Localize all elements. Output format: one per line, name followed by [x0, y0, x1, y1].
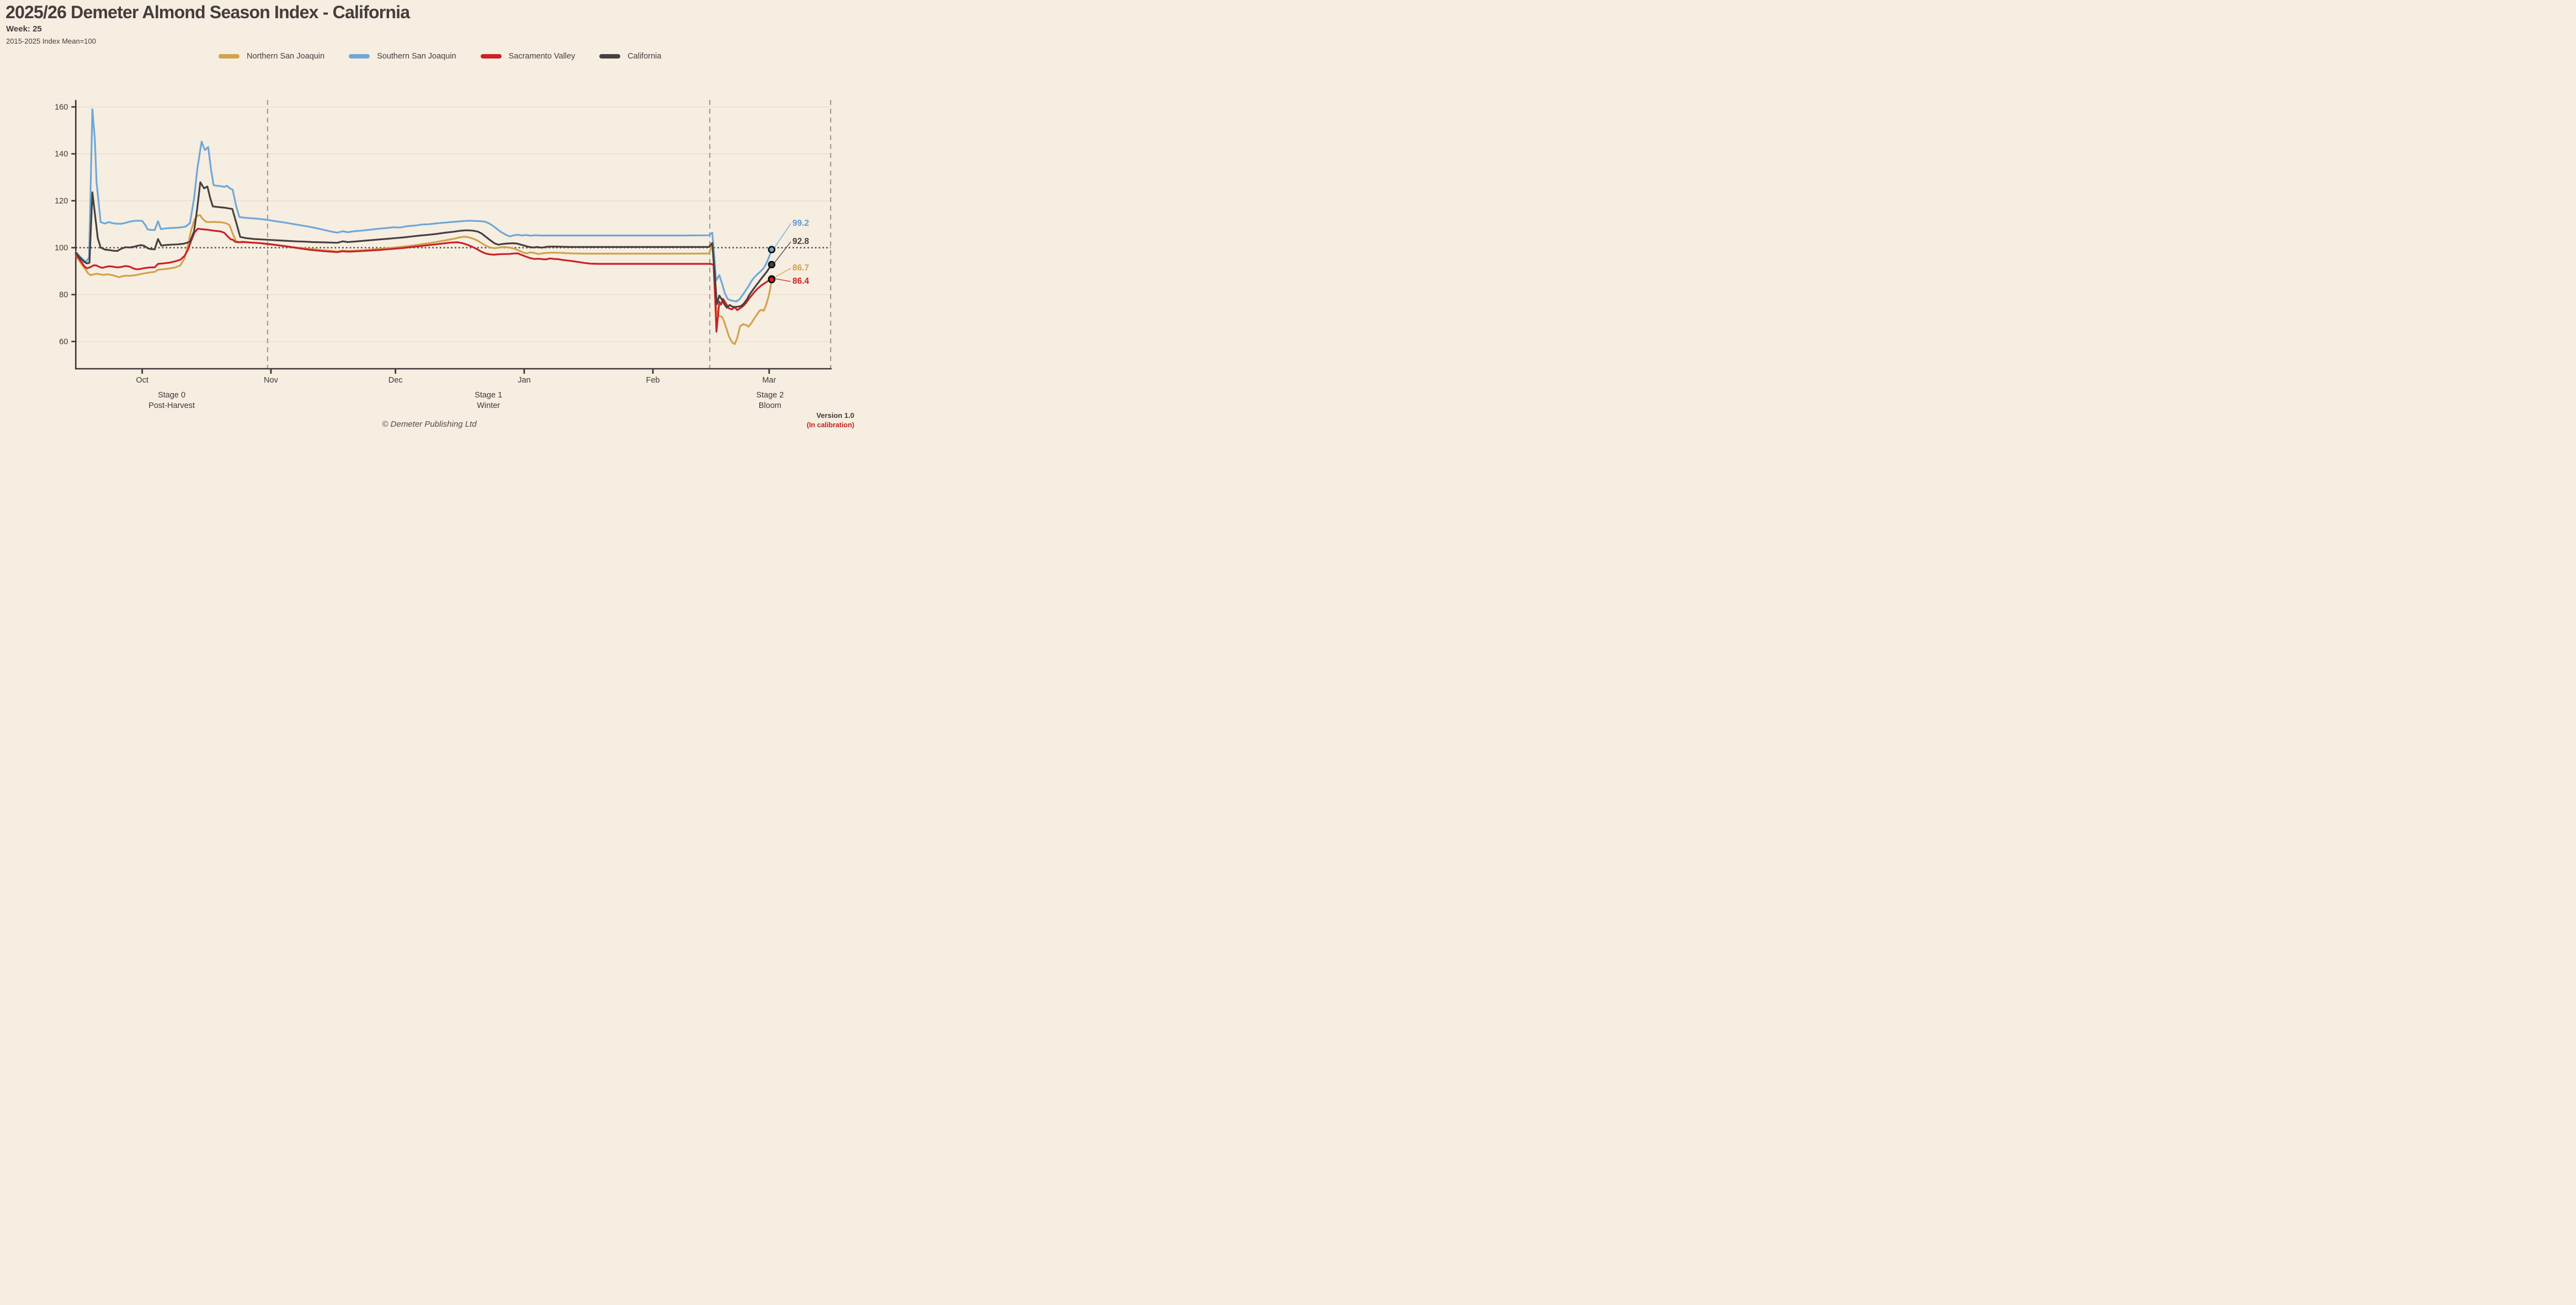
- copyright-note: © Demeter Publishing Ltd: [382, 420, 477, 429]
- northern-san-joaquin-swatch-icon: [219, 54, 239, 59]
- stage-1-annotation: Stage 1 Winter: [475, 391, 503, 410]
- x-tick-label-Nov: Nov: [264, 376, 279, 385]
- leader-line-sacramento-valley: [774, 278, 791, 282]
- week-indicator: Week: 25: [6, 24, 42, 34]
- page-title: 2025/26 Demeter Almond Season Index - Ca…: [6, 2, 410, 22]
- legend-item-sacramento-valley[interactable]: Sacramento Valley: [480, 52, 576, 61]
- series-line-southern-san-joaquin: [74, 108, 773, 303]
- legend-label: Northern San Joaquin: [247, 52, 325, 61]
- x-tick-label-Mar: Mar: [762, 376, 776, 385]
- leader-line-northern-san-joaquin: [774, 268, 791, 278]
- final-value-marker-southern-san-joaquin: [768, 246, 776, 253]
- season-index-chart: 60 80 100 120 140 160 Oct Nov Dec Jan Feb Mar 99.2 92…: [55, 100, 832, 385]
- stage-2-annotation: Stage 2 Bloom: [756, 391, 784, 410]
- legend-label: Southern San Joaquin: [377, 52, 456, 61]
- y-tick-label-80: 80: [59, 291, 68, 300]
- legend-label: California: [627, 52, 662, 61]
- legend-label: Sacramento Valley: [508, 52, 576, 61]
- y-tick-label-160: 160: [55, 103, 68, 112]
- y-tick-label-140: 140: [55, 150, 68, 159]
- southern-san-joaquin-swatch-icon: [349, 54, 370, 59]
- leader-line-southern-san-joaquin: [773, 223, 791, 249]
- end-value-label-1: 92.8: [792, 237, 810, 246]
- x-tick-label-Feb: Feb: [646, 376, 660, 385]
- x-tick-label-Jan: Jan: [518, 376, 530, 385]
- series-line-california: [74, 181, 773, 309]
- legend-item-california[interactable]: California: [599, 52, 661, 61]
- legend-item-southern-san-joaquin[interactable]: Southern San Joaquin: [349, 52, 456, 61]
- legend-item-northern-san-joaquin[interactable]: Northern San Joaquin: [219, 52, 324, 61]
- end-value-label-0: 99.2: [792, 219, 809, 228]
- legend: Northern San Joaquin Southern San Joaqui…: [219, 52, 685, 61]
- california-swatch-icon: [599, 54, 621, 59]
- end-value-label-3: 86.4: [792, 277, 810, 286]
- sacramento-valley-swatch-icon: [480, 54, 502, 59]
- series-line-northern-san-joaquin: [74, 214, 773, 346]
- calibration-status: (In calibration): [806, 421, 854, 429]
- index-mean-note: 2015-2025 Index Mean=100: [6, 37, 96, 45]
- y-tick-label-60: 60: [59, 338, 68, 347]
- y-tick-label-120: 120: [55, 197, 68, 206]
- version-label: Version 1.0: [816, 411, 854, 420]
- leader-line-california: [773, 241, 791, 264]
- x-tick-label-Dec: Dec: [388, 376, 403, 385]
- final-value-marker-california: [768, 261, 776, 269]
- stage-0-annotation: Stage 0 Post-Harvest: [148, 391, 195, 410]
- x-tick-label-Oct: Oct: [136, 376, 148, 385]
- y-tick-label-100: 100: [55, 244, 68, 253]
- final-value-marker-sacramento-valley: [768, 275, 776, 284]
- end-value-label-2: 86.7: [792, 263, 809, 273]
